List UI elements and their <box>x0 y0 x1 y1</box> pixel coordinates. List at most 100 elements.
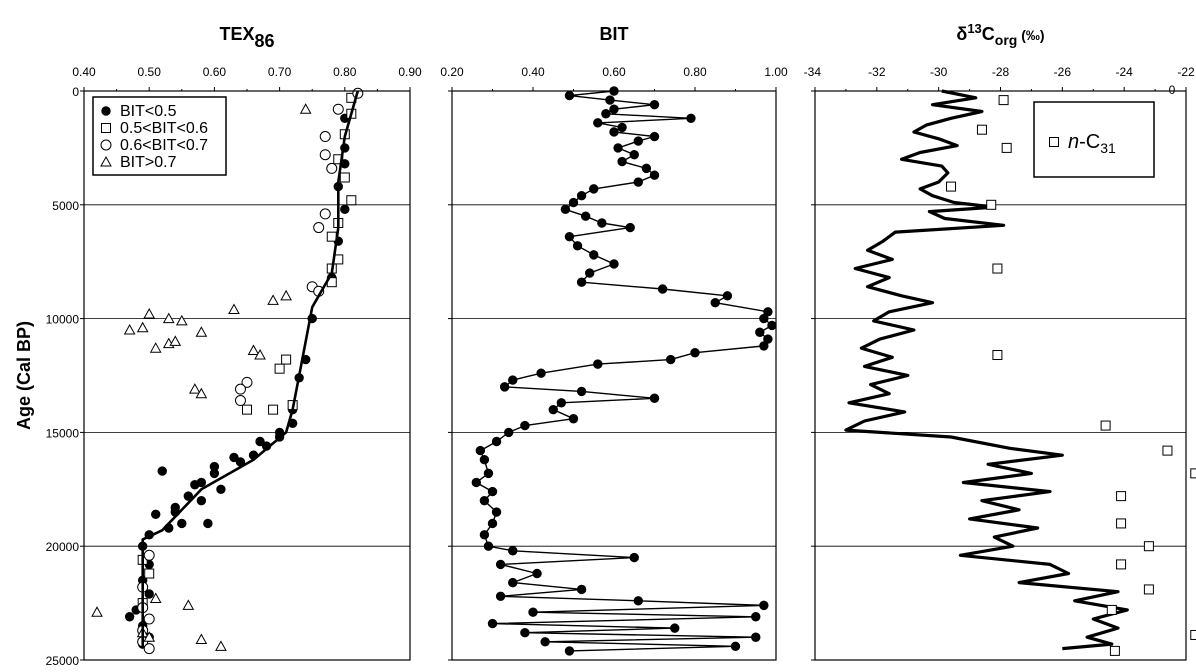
data-point <box>182 599 195 610</box>
data-point <box>149 592 162 604</box>
x-tick-label: 0.90 <box>398 65 422 79</box>
y-tick-label: 25000 <box>46 654 80 667</box>
x-tick-label: 0.20 <box>440 65 464 79</box>
data-point <box>946 181 957 192</box>
data-point <box>520 627 530 638</box>
data-point <box>564 231 575 242</box>
plot-frame <box>83 90 411 661</box>
data-point <box>143 549 155 561</box>
x-tick-label: 0.80 <box>333 65 357 79</box>
data-point <box>1143 584 1154 595</box>
tex86-panel: 0.40 0.50 0.60 0.70 0.80 0.90 0 5000 10000 15000 2… <box>14 24 422 668</box>
x-tick-label: -32 <box>868 65 886 79</box>
data-point <box>487 518 498 529</box>
data-point <box>508 577 518 588</box>
data-point <box>576 584 587 595</box>
data-point <box>548 404 558 415</box>
data-point <box>124 612 135 622</box>
panel-title: δ13Corg (‰) <box>956 21 1044 48</box>
data-point <box>686 113 696 124</box>
data-point <box>568 197 579 208</box>
data-point <box>183 491 194 501</box>
data-point <box>280 289 292 301</box>
data-point <box>1143 541 1154 552</box>
data-point <box>479 495 490 506</box>
data-point <box>629 552 639 563</box>
data-point <box>1100 420 1111 431</box>
bit-panel: 0.20 0.40 0.60 0.80 1.00 BIT <box>440 24 788 661</box>
data-point <box>759 341 769 351</box>
x-tick-label: -26 <box>1054 65 1072 79</box>
data-point <box>216 484 226 494</box>
data-point <box>242 404 252 415</box>
data-point <box>589 184 599 194</box>
data-point <box>528 607 538 617</box>
legend-label: 0.6<BIT<0.7 <box>120 137 208 154</box>
data-point <box>149 342 162 353</box>
data-point <box>585 268 595 278</box>
x-tick-label: -24 <box>1115 65 1133 79</box>
data-point <box>576 386 587 397</box>
data-point <box>613 143 623 153</box>
data-point <box>690 348 700 358</box>
d13c-panel: -34 -32 -30 -28 -26 -24 -220 δ13Corg (‰) n-C31 <box>804 21 1196 661</box>
data-point <box>759 313 769 324</box>
series-line <box>844 89 1129 651</box>
data-point <box>576 277 587 287</box>
data-point <box>751 612 761 622</box>
data-point <box>617 156 627 167</box>
data-point <box>564 646 575 656</box>
data-point <box>195 633 208 645</box>
data-point <box>471 477 481 488</box>
data-point <box>475 445 486 456</box>
data-point <box>479 530 490 540</box>
data-point <box>499 382 510 392</box>
data-point <box>254 348 266 360</box>
data-point <box>540 637 550 647</box>
data-point <box>536 368 546 378</box>
data-point <box>313 222 325 234</box>
y-tick-label: 10000 <box>46 313 80 327</box>
data-point <box>190 480 200 490</box>
data-point <box>215 640 227 651</box>
data-point <box>346 195 357 206</box>
data-point <box>299 103 312 114</box>
data-point <box>228 303 240 314</box>
data-point <box>123 323 136 335</box>
data-point <box>268 404 279 415</box>
legend-label: n-C31 <box>1068 131 1116 156</box>
data-point <box>625 222 635 233</box>
data-point <box>1190 629 1196 640</box>
data-point <box>556 398 567 408</box>
data-point <box>274 363 285 374</box>
data-point <box>144 589 154 599</box>
plot-frame <box>451 90 777 661</box>
data-point <box>339 172 350 183</box>
data-point <box>196 495 207 506</box>
data-point <box>751 632 761 642</box>
y-tick-label: 20000 <box>46 540 80 554</box>
data-point <box>597 218 607 228</box>
data-point <box>162 312 175 324</box>
data-point <box>1049 137 1059 147</box>
data-point <box>589 250 599 260</box>
legend-box <box>92 96 227 176</box>
data-point <box>504 427 514 438</box>
data-point <box>195 326 208 337</box>
data-point <box>657 284 668 294</box>
data-point <box>177 518 187 529</box>
x-tick-label: 1.00 <box>764 65 788 79</box>
y-tick-label: 15000 <box>46 426 80 440</box>
x-tick-label: 0.60 <box>602 65 626 79</box>
x-tick-label: 0.50 <box>138 65 162 79</box>
x-tick-label: -28 <box>992 65 1010 79</box>
data-point <box>234 383 246 395</box>
data-point <box>759 600 769 611</box>
data-point <box>234 395 246 407</box>
data-point <box>100 155 112 167</box>
data-point <box>491 507 502 517</box>
data-point <box>576 190 587 201</box>
data-point <box>136 321 149 333</box>
data-point <box>91 606 103 617</box>
